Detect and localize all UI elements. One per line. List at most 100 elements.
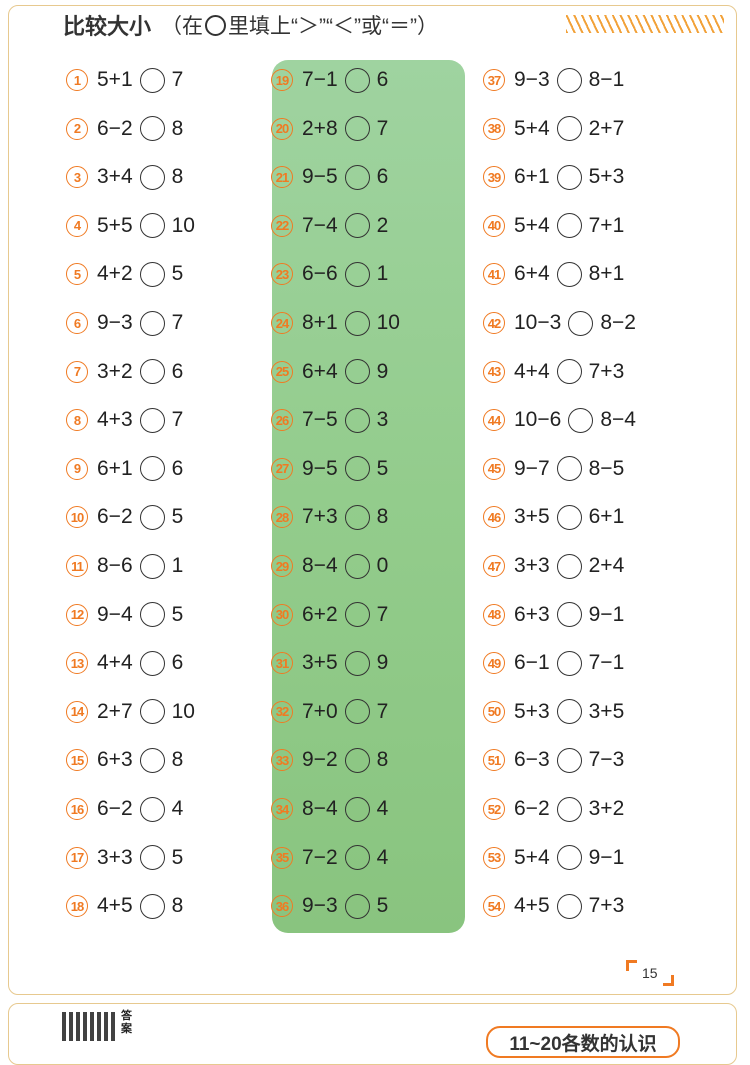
item-number: 30 [271,603,293,626]
answer-circle[interactable] [139,261,165,287]
exercise-item: 46 3+5 6+1 [483,497,624,537]
right-expression: 8 [171,116,184,140]
answer-circle[interactable] [139,504,165,530]
answer-circle[interactable] [139,650,165,676]
left-expression: 6+2 [302,602,338,626]
answer-circle[interactable] [556,747,582,773]
answer-circle[interactable] [556,845,582,871]
exercise-item: 40 5+4 7+1 [483,206,624,246]
answer-circle[interactable] [344,553,370,579]
answer-circle[interactable] [139,164,165,190]
answer-circle[interactable] [139,893,165,919]
exercise-item: 35 7−2 4 [271,838,388,878]
exercise-item: 28 7+3 8 [271,497,388,537]
right-expression: 5 [376,894,389,918]
answer-circle[interactable] [344,310,370,336]
item-number: 26 [271,409,293,432]
right-expression: 9 [376,651,389,675]
right-expression: 5 [171,505,184,529]
corner-mark [663,975,674,986]
left-expression: 6−3 [514,748,550,772]
answer-circle[interactable] [344,261,370,287]
right-expression: 7−3 [588,748,625,772]
answer-circle[interactable] [139,67,165,93]
answer-circle[interactable] [344,407,370,433]
exercise-item: 13 4+4 6 [66,643,183,683]
answer-circle[interactable] [556,456,582,482]
next-section-title: 11~20各数的认识 [486,1026,680,1058]
answer-circle[interactable] [139,359,165,385]
right-expression: 8−5 [588,456,625,480]
qr-code-icon [62,1012,116,1041]
answer-circle[interactable] [344,213,370,239]
exercise-item: 52 6−2 3+2 [483,789,624,829]
answer-circle[interactable] [139,407,165,433]
answer-circle[interactable] [139,602,165,628]
left-expression: 4+5 [514,894,550,918]
answer-circle[interactable] [344,650,370,676]
answer-circle[interactable] [139,845,165,871]
answer-circle[interactable] [344,747,370,773]
answer-circle[interactable] [556,893,582,919]
answer-circle[interactable] [344,602,370,628]
right-expression: 1 [376,262,389,286]
answer-circle[interactable] [344,456,370,482]
answer-circle[interactable] [568,407,594,433]
answer-circle[interactable] [556,796,582,822]
answer-circle[interactable] [139,747,165,773]
answer-circle[interactable] [344,67,370,93]
item-number: 3 [66,166,88,189]
answer-circle[interactable] [556,602,582,628]
answer-circle[interactable] [556,650,582,676]
left-expression: 7−4 [302,213,338,237]
item-number: 43 [483,360,505,383]
exercise-item: 54 4+5 7+3 [483,886,624,926]
right-expression: 0 [376,554,389,577]
answer-circle[interactable] [344,845,370,871]
answer-circle[interactable] [556,359,582,385]
answer-circle[interactable] [556,213,582,239]
answer-circle[interactable] [344,164,370,190]
left-expression: 6+4 [302,359,338,383]
answer-circle[interactable] [344,699,370,725]
answer-circle[interactable] [556,553,582,579]
answer-circle[interactable] [344,116,370,142]
left-expression: 2+7 [97,699,133,723]
answer-circle[interactable] [344,359,370,385]
answer-circle[interactable] [139,553,165,579]
right-expression: 7 [376,602,389,626]
left-expression: 7−1 [302,68,338,91]
answer-circle[interactable] [556,164,582,190]
answer-circle[interactable] [556,116,582,142]
answer-circle[interactable] [556,504,582,530]
answer-circle[interactable] [139,456,165,482]
right-expression: 4 [376,845,389,869]
decorative-hatch [566,15,724,33]
left-expression: 6−2 [97,116,133,140]
exercise-item: 29 8−4 0 [271,546,388,586]
answer-circle[interactable] [556,261,582,287]
exercise-item: 33 9−2 8 [271,740,388,780]
answer-circle[interactable] [139,699,165,725]
answer-circle[interactable] [568,310,594,336]
exercise-item: 49 6−1 7−1 [483,643,624,683]
answer-circle[interactable] [556,699,582,725]
answer-circle[interactable] [139,310,165,336]
instruction-rest: 里填上“＞”“＜”或“＝”） [228,15,438,38]
right-expression: 7+3 [588,359,625,383]
answer-circle[interactable] [344,796,370,822]
exercise-item: 50 5+3 3+5 [483,692,624,732]
item-number: 49 [483,652,505,675]
answer-circle[interactable] [344,504,370,530]
answer-circle[interactable] [139,796,165,822]
exercise-item: 43 4+4 7+3 [483,352,624,392]
left-expression: 6−6 [302,262,338,286]
answer-circle[interactable] [139,116,165,142]
item-number: 6 [66,312,88,334]
answer-circle[interactable] [139,213,165,239]
left-expression: 6+3 [97,748,133,772]
left-expression: 5+5 [97,213,133,237]
left-expression: 8−4 [302,797,338,820]
answer-circle[interactable] [556,67,582,93]
answer-circle[interactable] [344,893,370,919]
